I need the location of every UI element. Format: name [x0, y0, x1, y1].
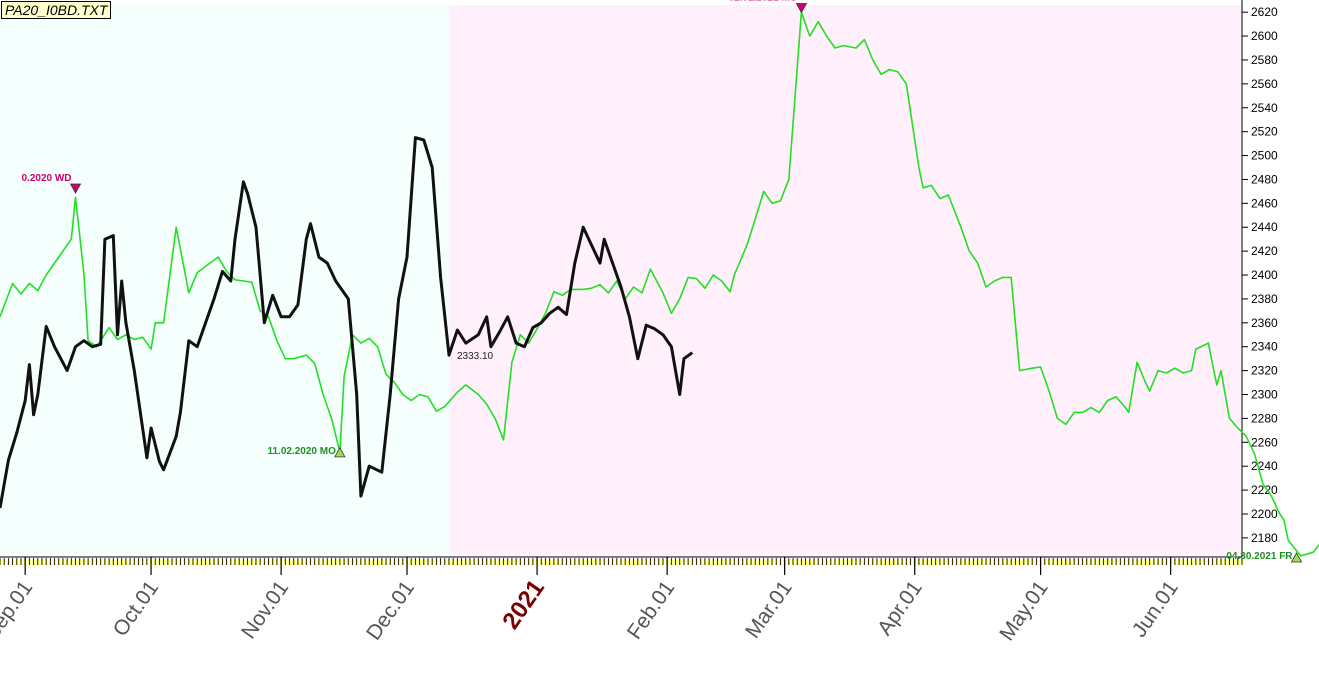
- y-tick-label: 2260: [1251, 435, 1278, 449]
- y-tick-label: 2240: [1251, 459, 1278, 473]
- y-tick-label: 2480: [1251, 172, 1278, 186]
- x-tick-label: Jun.01: [1128, 577, 1183, 642]
- y-tick-label: 2380: [1251, 292, 1278, 306]
- trough-label: 11.02.2020 MO: [267, 446, 336, 457]
- y-tick-label: 2560: [1251, 77, 1278, 91]
- peak-marker: [69, 183, 82, 194]
- last-value-label: 2333.10: [457, 351, 494, 362]
- y-tick-label: 2620: [1251, 5, 1278, 19]
- price-line: [0, 136, 694, 509]
- y-tick-label: 2180: [1251, 531, 1278, 545]
- x-tick-label: Feb.01: [623, 577, 679, 644]
- y-tick-label: 2460: [1251, 196, 1278, 210]
- y-tick-label: 2200: [1251, 507, 1278, 521]
- trough-marker: [334, 447, 346, 458]
- y-tick-label: 2360: [1251, 316, 1278, 330]
- peak-label: 0.2020 WD: [21, 173, 71, 184]
- forecast-background: [448, 5, 1243, 557]
- y-tick-label: 2520: [1251, 125, 1278, 139]
- x-tick-label: Dec.01: [362, 577, 419, 645]
- x-tick-label: May.01: [995, 577, 1052, 645]
- peak-label: 02.01.2021 MO: [728, 0, 797, 4]
- x-tick-label: Oct.01: [109, 577, 163, 641]
- projection-series: [0, 11, 1319, 557]
- y-tick-label: 2580: [1251, 53, 1278, 67]
- trough-marker: [1290, 552, 1303, 563]
- x-tick-label: Mar.01: [741, 577, 797, 643]
- y-tick-label: 2540: [1251, 101, 1278, 115]
- y-tick-label: 2300: [1251, 388, 1278, 402]
- y-tick-label: 2500: [1251, 149, 1278, 163]
- projection-line: [0, 11, 1319, 557]
- trough-label: 04.30.2021 FR: [1226, 551, 1293, 562]
- y-tick-label: 2280: [1251, 411, 1278, 425]
- y-tick-label: 2420: [1251, 244, 1278, 258]
- day-tick-fill: [0, 559, 1, 565]
- y-tick-label: 2440: [1251, 220, 1278, 234]
- x-tick-label: Nov.01: [237, 577, 293, 643]
- y-tick-label: 2340: [1251, 340, 1278, 354]
- y-tick-label: 2320: [1251, 364, 1278, 378]
- peak-marker: [795, 3, 808, 14]
- x-tick-label: 2021: [497, 575, 550, 634]
- history-background: [0, 5, 449, 557]
- y-tick-label: 2400: [1251, 268, 1278, 282]
- x-tick-label: Apr.01: [873, 577, 927, 640]
- y-tick-label: 2220: [1251, 483, 1278, 497]
- price-series: [0, 136, 694, 509]
- file-name-label: PA20_I0BD.TXT: [1, 1, 112, 19]
- x-tick-label: Sep.01: [0, 577, 37, 645]
- y-tick-label: 2600: [1251, 29, 1278, 43]
